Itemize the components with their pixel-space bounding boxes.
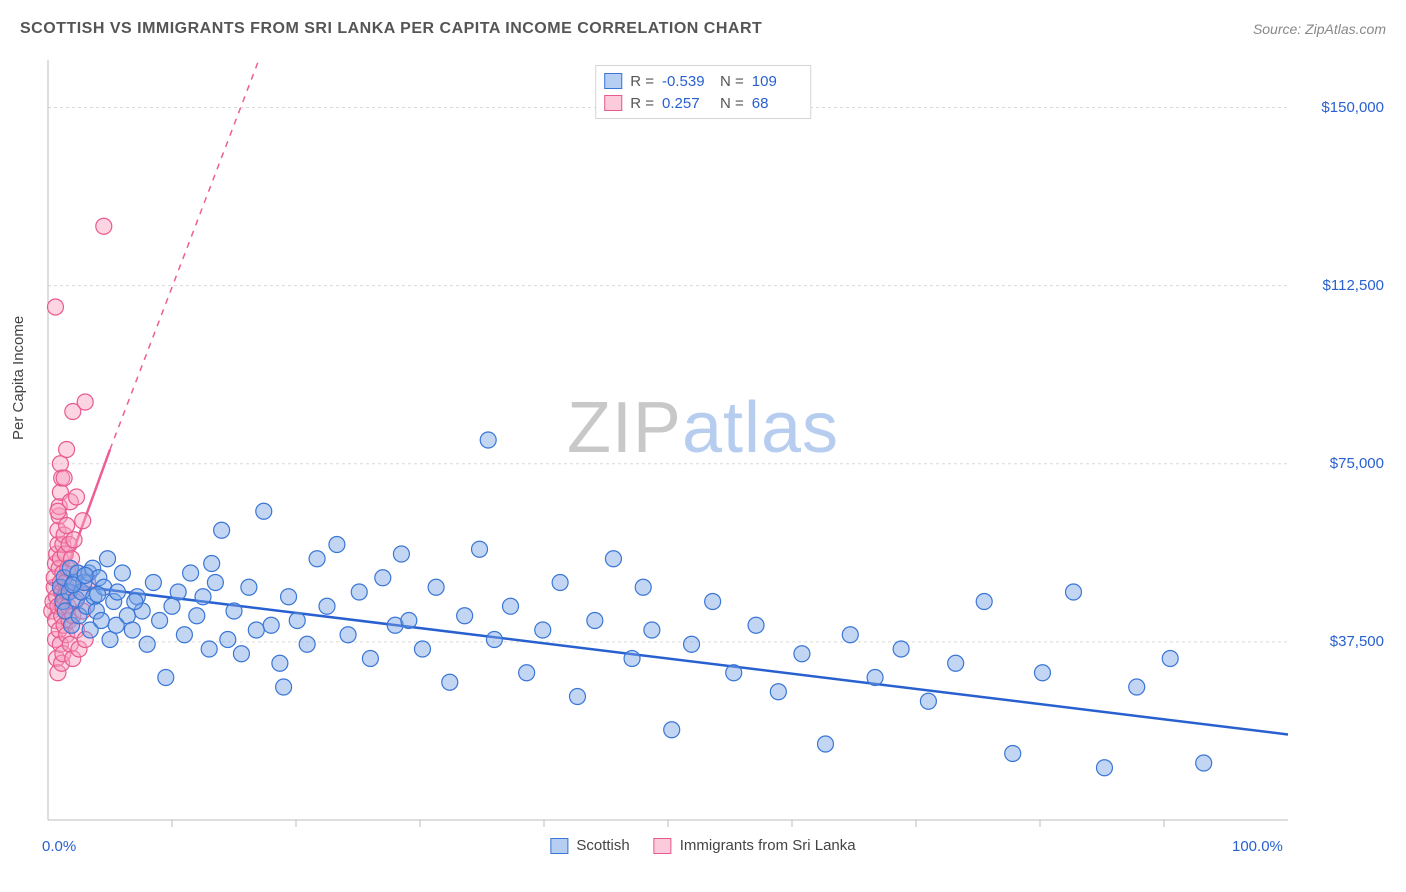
y-tick-label: $75,000	[1330, 455, 1384, 472]
x-tick-label: 0.0%	[42, 838, 76, 855]
n-label: N =	[720, 95, 744, 112]
source-attribution: Source: ZipAtlas.com	[1253, 21, 1386, 37]
legend-item-series1: Scottish	[550, 837, 629, 854]
y-tick-label: $37,500	[1330, 633, 1384, 650]
stats-row-series2: R = 0.257 N = 68	[604, 92, 802, 114]
y-axis-label: Per Capita Income	[10, 316, 27, 440]
r-label: R =	[630, 73, 654, 90]
swatch-pink-icon	[654, 838, 672, 854]
y-tick-label: $112,500	[1323, 277, 1384, 294]
legend-label: Scottish	[576, 837, 629, 854]
n-value: 68	[752, 95, 802, 112]
chart-title: SCOTTISH VS IMMIGRANTS FROM SRI LANKA PE…	[20, 20, 762, 38]
swatch-blue-icon	[604, 73, 622, 89]
r-value: -0.539	[662, 73, 712, 90]
n-value: 109	[752, 73, 802, 90]
y-tick-label: $150,000	[1321, 99, 1384, 116]
legend-label: Immigrants from Sri Lanka	[680, 837, 856, 854]
correlation-stats-box: R = -0.539 N = 109 R = 0.257 N = 68	[595, 65, 811, 119]
scatter-chart	[48, 60, 1378, 820]
swatch-pink-icon	[604, 95, 622, 111]
legend-item-series2: Immigrants from Sri Lanka	[654, 837, 856, 854]
r-label: R =	[630, 95, 654, 112]
chart-area	[48, 60, 1378, 820]
stats-row-series1: R = -0.539 N = 109	[604, 70, 802, 92]
r-value: 0.257	[662, 95, 712, 112]
swatch-blue-icon	[550, 838, 568, 854]
x-tick-label: 100.0%	[1232, 838, 1283, 855]
bottom-legend: Scottish Immigrants from Sri Lanka	[550, 837, 855, 854]
n-label: N =	[720, 73, 744, 90]
